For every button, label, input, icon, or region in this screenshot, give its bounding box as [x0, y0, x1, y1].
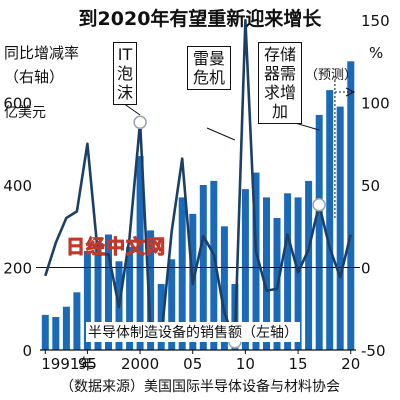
bar-2002 — [157, 284, 165, 350]
right-tick-label--50: -50 — [361, 342, 386, 360]
right-tick-label-150: 150 — [361, 12, 390, 30]
left-tick-label-0: 0 — [22, 342, 32, 360]
bar-1993 — [62, 306, 70, 350]
bar-2011 — [252, 172, 260, 350]
x-tick-label-2015: 15 — [289, 355, 308, 373]
bar-2007 — [210, 180, 218, 350]
bar-2017 — [315, 114, 323, 351]
x-tick-label-2020: 20 — [341, 355, 360, 373]
bar-1992 — [52, 317, 60, 350]
bar-series-label: 半导体制造设备的销售额（左轴） — [86, 322, 300, 342]
bar-2008 — [220, 226, 228, 351]
annotation-it-bubble: IT泡沫 — [113, 42, 137, 105]
right-tick-label-50: 50 — [361, 177, 380, 195]
x-tick-label-2005: 05 — [183, 355, 202, 373]
bar-2018 — [326, 90, 334, 350]
bar-2014 — [284, 193, 292, 351]
bar-1991 — [41, 314, 49, 350]
x-tick-label-1991: 1991年 — [41, 355, 94, 373]
left-tick-label-400: 400 — [3, 177, 32, 195]
left-axis-unit-label: 亿美元 — [4, 105, 46, 121]
x-tick-label-2010: 10 — [236, 355, 255, 373]
bar-1997 — [105, 234, 112, 350]
event-marker-2000 — [133, 115, 147, 130]
watermark: 日经中文网 — [65, 236, 167, 259]
right-axis-unit-label: % — [369, 44, 384, 62]
right-tick-label-0: 0 — [361, 260, 371, 278]
right-tick-label-100: 100 — [361, 95, 390, 113]
right-axis-label: 同比增减率（右轴） — [4, 44, 80, 86]
bar-2000 — [136, 156, 144, 350]
growth-rate-line — [44, 18, 352, 344]
bar-2010 — [241, 189, 249, 350]
left-tick-label-600: 600 — [3, 95, 32, 113]
event-marker-2017 — [312, 198, 326, 212]
chart-title: 到2020年有望重新迎来增长 — [78, 8, 322, 30]
annotation-leader-0 — [122, 102, 141, 116]
annotation-storage: 存储器需求增加 — [258, 42, 302, 124]
bar-1999 — [126, 246, 134, 350]
annotation-lehman: 雷曼危机 — [187, 46, 231, 90]
source-note: （数据来源）美国国际半导体设备与材料协会 — [60, 379, 340, 395]
bar-1994 — [73, 292, 81, 351]
bar-2012 — [263, 197, 270, 350]
bar-1995 — [83, 251, 91, 350]
bar-1996 — [94, 242, 102, 351]
bar-2020 — [347, 61, 355, 351]
bar-2004 — [178, 197, 186, 350]
bar-2003 — [168, 259, 176, 351]
forecast-arrowhead — [345, 87, 356, 97]
bar-2019 — [336, 106, 344, 350]
annotation-forecast: （预测） — [305, 68, 358, 83]
bar-2016 — [305, 180, 313, 350]
left-tick-label-200: 200 — [3, 260, 32, 278]
bar-2001 — [147, 230, 155, 350]
annotation-leader-1 — [206, 127, 236, 141]
x-tick-label-1995: 95 — [78, 355, 97, 373]
x-tick-label-2000: 2000 — [121, 355, 159, 373]
